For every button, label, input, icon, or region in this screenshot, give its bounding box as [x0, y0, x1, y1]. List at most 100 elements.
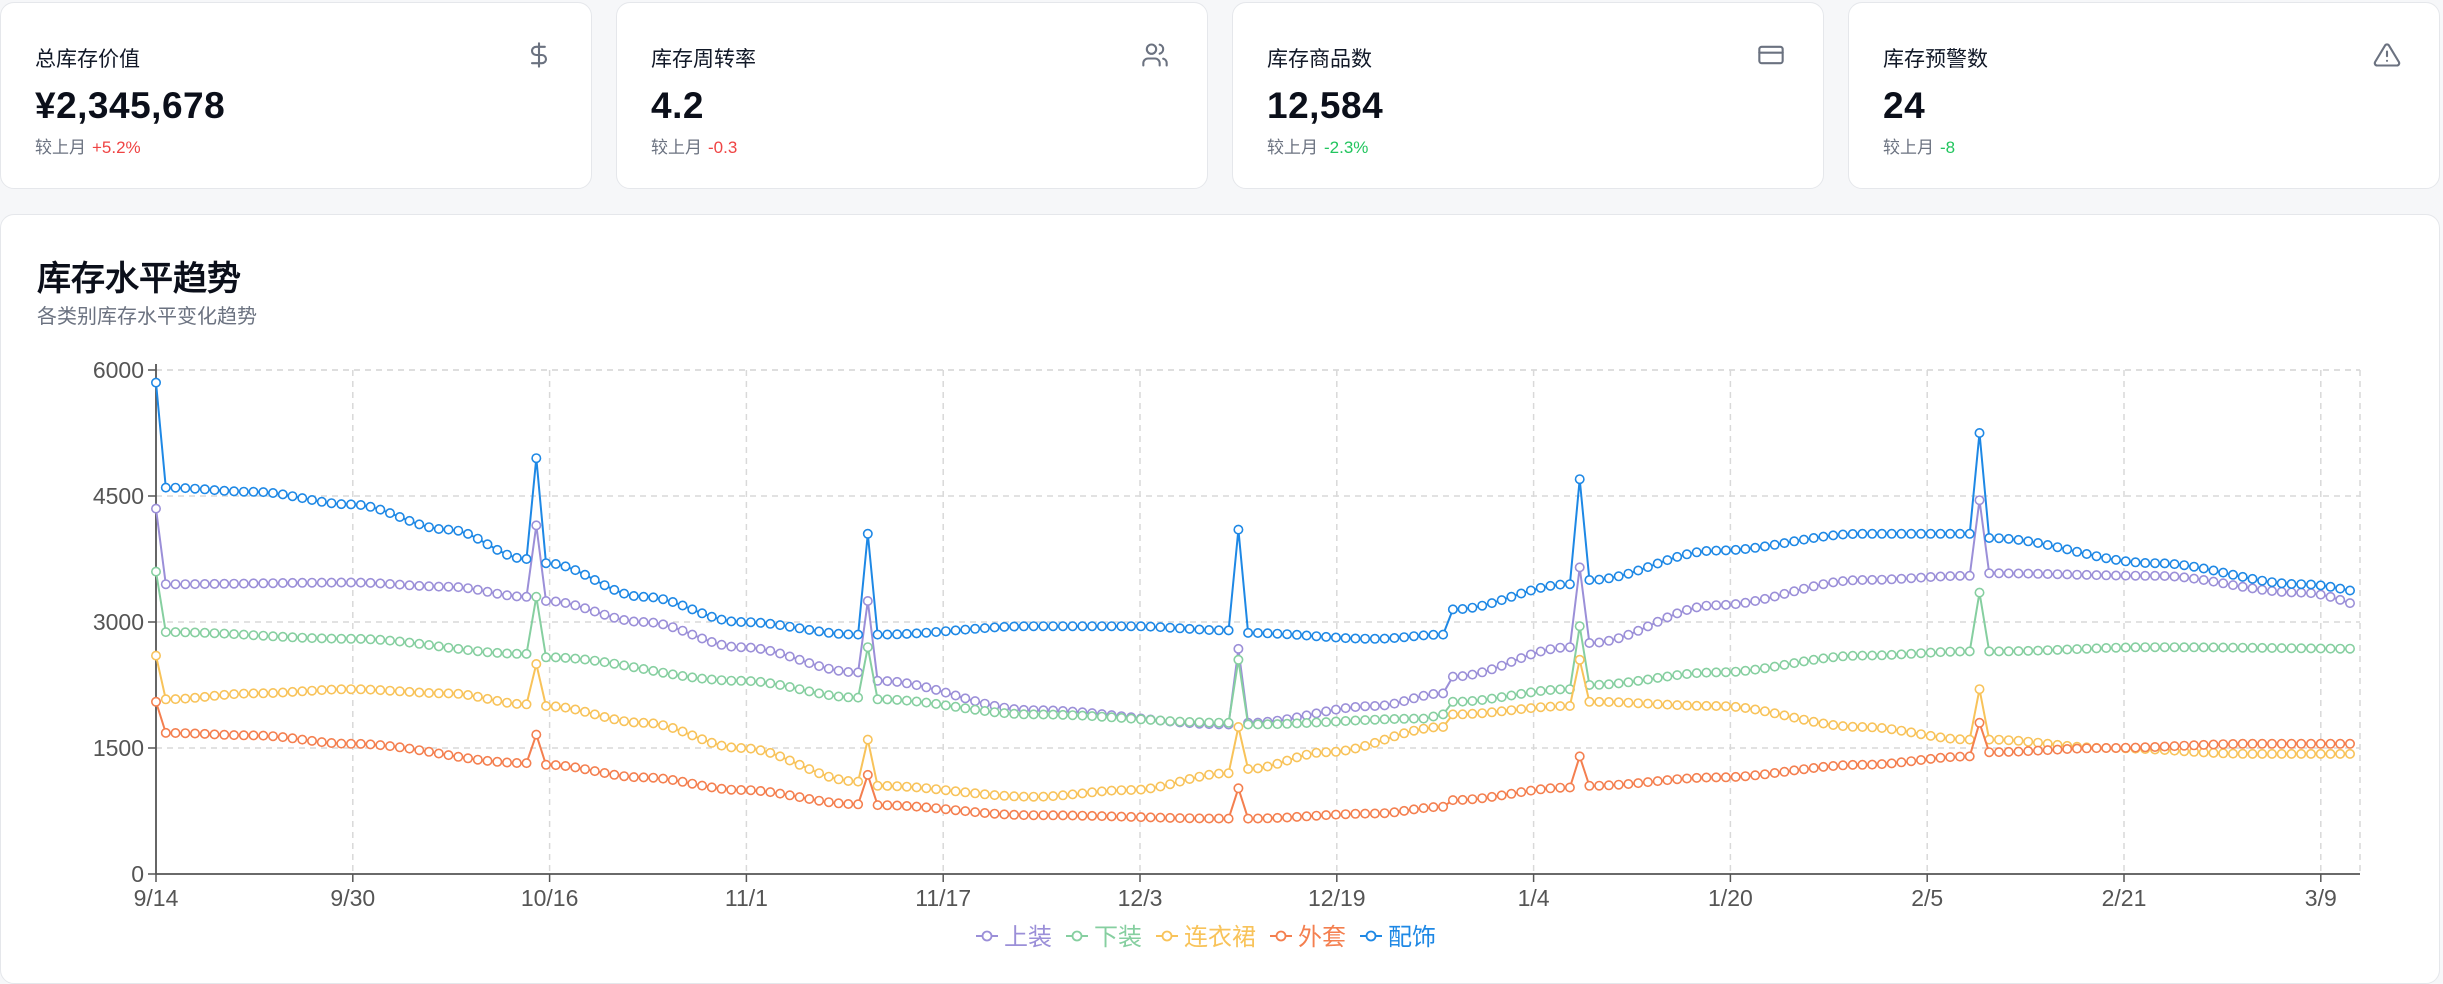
data-point	[970, 788, 981, 799]
data-point	[1964, 646, 1975, 657]
data-point	[1662, 775, 1673, 786]
kpi-card-total-value: 总库存价值 ¥2,345,678 较上月 +5.2%	[0, 2, 592, 189]
data-point	[1623, 778, 1634, 789]
data-point	[687, 604, 698, 615]
data-point	[2072, 569, 2083, 580]
data-point	[1223, 813, 1234, 824]
data-point	[355, 738, 366, 749]
data-point	[1321, 810, 1332, 821]
data-point	[560, 760, 571, 771]
data-point	[531, 591, 542, 602]
data-point	[599, 657, 610, 668]
kpi-value: ¥2,345,678	[35, 85, 226, 126]
data-point	[1798, 583, 1809, 594]
data-point	[1818, 653, 1829, 664]
data-point	[1886, 574, 1897, 585]
data-point	[1057, 709, 1068, 720]
data-point	[1896, 649, 1907, 660]
data-point	[355, 577, 366, 588]
data-point	[843, 692, 854, 703]
data-point	[1916, 754, 1927, 765]
data-point	[1857, 650, 1868, 661]
data-point	[970, 696, 981, 707]
data-point	[1974, 684, 1985, 695]
data-point	[2003, 533, 2014, 544]
data-point	[687, 629, 698, 640]
data-point	[1116, 785, 1127, 796]
data-point	[394, 636, 405, 647]
data-point	[1018, 709, 1029, 720]
data-point	[950, 701, 961, 712]
data-point	[453, 525, 464, 536]
legend-label: 连衣裙	[1184, 924, 1256, 951]
data-point	[404, 686, 415, 697]
data-point	[2042, 568, 2053, 579]
data-point	[375, 634, 386, 645]
data-point	[989, 707, 1000, 718]
data-point	[2345, 738, 2356, 749]
data-point	[794, 684, 805, 695]
data-point	[1779, 710, 1790, 721]
data-point	[2062, 743, 2073, 754]
data-point	[2218, 739, 2229, 750]
data-point	[394, 742, 405, 753]
data-point	[931, 784, 942, 795]
data-point	[2140, 642, 2151, 653]
data-point	[999, 790, 1010, 801]
data-point	[2247, 738, 2258, 749]
data-point	[258, 487, 269, 498]
data-point	[1418, 723, 1429, 734]
data-point	[726, 784, 737, 795]
data-point	[1077, 810, 1088, 821]
data-point	[2315, 738, 2326, 749]
data-point	[501, 757, 512, 768]
data-point	[2130, 557, 2141, 568]
data-point	[297, 493, 308, 504]
data-point	[1106, 811, 1117, 822]
data-point	[1311, 810, 1322, 821]
data-point	[2286, 643, 2297, 654]
data-point	[1955, 646, 1966, 657]
data-point	[170, 482, 181, 493]
data-point	[1457, 603, 1468, 614]
data-point	[1087, 621, 1098, 632]
data-point	[2150, 570, 2161, 581]
data-point	[745, 785, 756, 796]
data-point	[277, 631, 288, 642]
data-point	[1204, 717, 1215, 728]
data-point	[1584, 574, 1595, 585]
data-point	[2237, 748, 2248, 759]
data-point	[1525, 585, 1536, 596]
data-point	[1477, 600, 1488, 611]
data-point	[2081, 548, 2092, 559]
data-point	[1672, 670, 1683, 681]
data-point	[160, 627, 171, 638]
data-point	[1545, 684, 1556, 695]
data-point	[384, 508, 395, 519]
data-point	[1720, 599, 1731, 610]
data-point	[1974, 428, 1985, 439]
data-point	[1798, 656, 1809, 667]
data-point	[911, 680, 922, 691]
data-point	[2101, 642, 2112, 653]
data-point	[882, 780, 893, 791]
data-point	[1272, 628, 1283, 639]
data-point	[423, 687, 434, 698]
x-tick-label: 3/9	[2305, 885, 2337, 911]
data-point	[1233, 783, 1244, 794]
data-point	[326, 737, 337, 748]
data-point	[345, 577, 356, 588]
data-point	[1233, 524, 1244, 535]
data-point	[2120, 556, 2131, 567]
data-point	[238, 578, 249, 589]
data-point	[1759, 663, 1770, 674]
data-point	[1594, 696, 1605, 707]
data-point	[716, 740, 727, 751]
data-point	[589, 606, 600, 617]
data-point	[1984, 646, 1995, 657]
data-point	[326, 633, 337, 644]
data-point	[1672, 774, 1683, 785]
data-point	[2003, 568, 2014, 579]
data-point	[1750, 595, 1761, 606]
data-point	[1857, 759, 1868, 770]
